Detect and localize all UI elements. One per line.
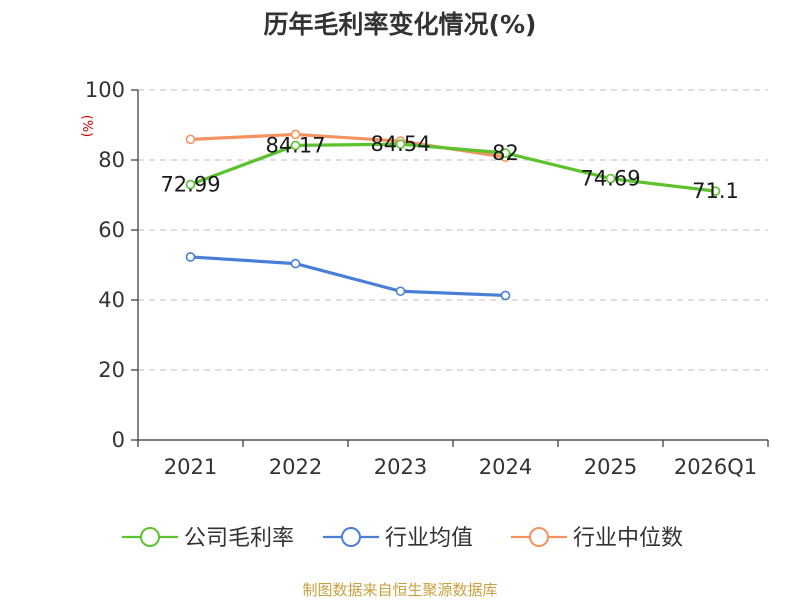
series-0 xyxy=(185,139,721,196)
data-point xyxy=(185,134,196,145)
y-tick-label: 40 xyxy=(98,288,125,312)
data-point xyxy=(395,286,406,297)
y-tick-label: 60 xyxy=(98,218,125,242)
legend-marker xyxy=(140,527,160,547)
legend-marker xyxy=(341,527,361,547)
data-label: 74.69 xyxy=(580,167,640,191)
series-line xyxy=(189,142,716,193)
data-label: 82 xyxy=(492,141,519,165)
chart-title: 历年毛利率变化情况(%) xyxy=(264,10,537,39)
legend-item: 行业中位数 xyxy=(511,526,683,551)
data-point xyxy=(605,173,616,184)
grid-lines xyxy=(138,89,768,371)
legend-label: 行业均值 xyxy=(385,526,473,551)
x-tick-label: 2024 xyxy=(479,455,532,479)
source-note: 制图数据来自恒生聚源数据库 xyxy=(302,581,497,599)
x-tick-label: 2026Q1 xyxy=(674,455,757,479)
data-label: 84.54 xyxy=(370,132,430,156)
data-point xyxy=(290,258,301,269)
data-point xyxy=(290,140,301,151)
data-labels: 72.99 84.17 84.54 82 74.69 71.1 xyxy=(160,132,738,203)
data-label: 71.1 xyxy=(692,179,739,203)
y-axis-ticks: 0 20 40 60 80 100 xyxy=(85,78,138,452)
data-label: 84.17 xyxy=(265,133,325,157)
legend-item: 公司毛利率 xyxy=(122,526,294,551)
y-axis-label: (%) xyxy=(79,115,94,138)
data-point xyxy=(500,148,511,158)
series-1 xyxy=(185,252,511,301)
x-tick-label: 2025 xyxy=(584,455,637,479)
series-layer xyxy=(185,129,721,301)
data-point xyxy=(185,179,196,190)
x-tick-label: 2021 xyxy=(164,455,217,479)
y-tick-label: 0 xyxy=(112,428,125,452)
legend-item: 行业均值 xyxy=(323,526,473,551)
data-point xyxy=(185,252,196,262)
y-tick-label: 20 xyxy=(98,358,125,382)
series-line xyxy=(190,255,506,298)
x-tick-label: 2023 xyxy=(374,455,427,479)
data-label: 72.99 xyxy=(160,173,220,197)
legend-label: 行业中位数 xyxy=(573,526,683,551)
legend-label: 公司毛利率 xyxy=(184,526,294,551)
x-axis: 2021 2022 2023 2024 2025 2026Q1 xyxy=(137,90,769,479)
y-tick-label: 80 xyxy=(98,148,125,172)
x-tick-label: 2022 xyxy=(269,455,322,479)
y-tick-label: 100 xyxy=(85,78,125,102)
data-point xyxy=(395,139,406,149)
data-point xyxy=(500,290,511,301)
data-point xyxy=(290,129,301,140)
legend: 公司毛利率 行业均值 行业中位数 xyxy=(122,526,683,551)
legend-marker xyxy=(529,527,549,547)
data-point xyxy=(710,186,721,196)
